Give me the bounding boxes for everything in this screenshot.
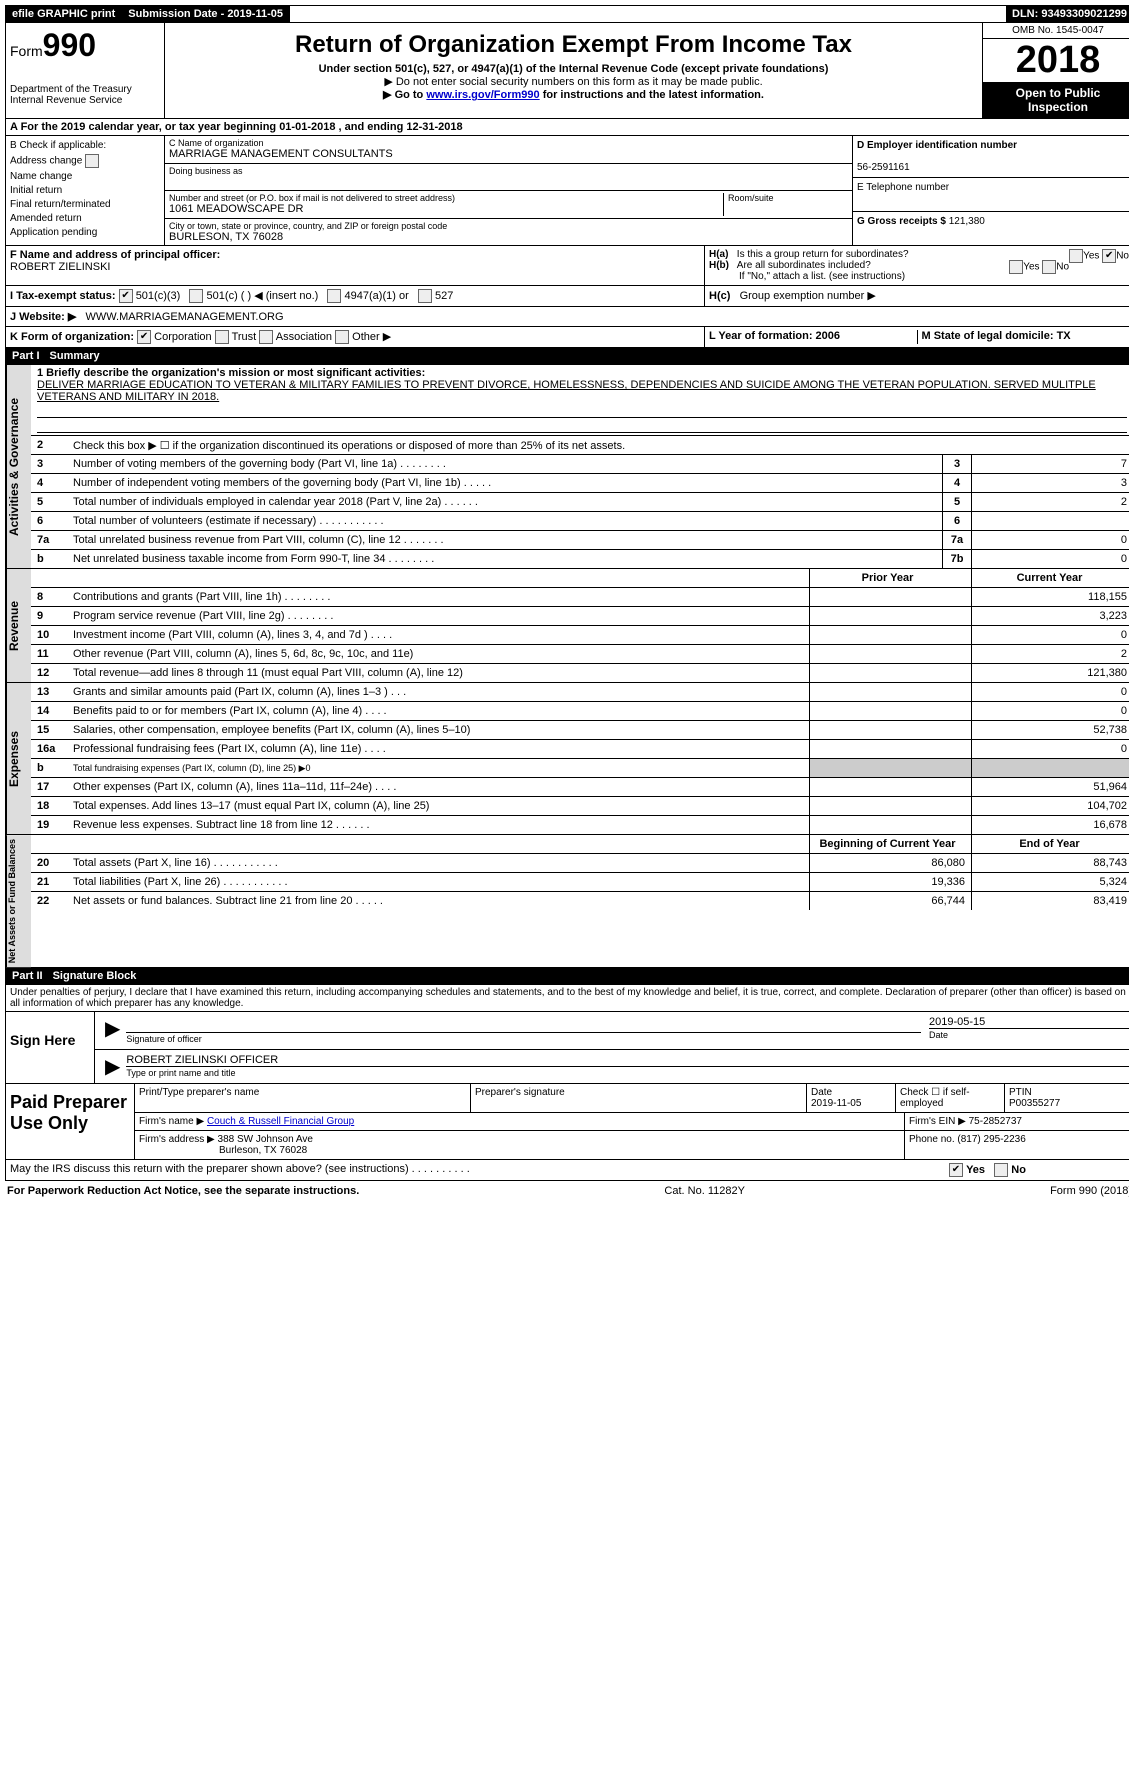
sign-here-label: Sign Here — [6, 1012, 95, 1083]
mission-line: 1 Briefly describe the organization's mi… — [31, 365, 1129, 436]
summary-line: 14Benefits paid to or for members (Part … — [31, 702, 1129, 721]
summary-line: 13Grants and similar amounts paid (Part … — [31, 683, 1129, 702]
summary-line: 2Check this box ▶ ☐ if the organization … — [31, 436, 1129, 455]
net-assets-section: Net Assets or Fund Balances Beginning of… — [5, 835, 1129, 968]
summary-line: 17Other expenses (Part IX, column (A), l… — [31, 778, 1129, 797]
open-to-public: Open to Public Inspection — [983, 82, 1129, 118]
summary-line: bTotal fundraising expenses (Part IX, co… — [31, 759, 1129, 778]
vtab-governance: Activities & Governance — [6, 365, 31, 568]
box-d: D Employer identification number 56-2591… — [853, 136, 1129, 178]
firm-name-link[interactable]: Couch & Russell Financial Group — [207, 1116, 354, 1127]
year-formation: L Year of formation: 2006 — [709, 330, 918, 344]
org-city: BURLESON, TX 76028 — [169, 231, 848, 243]
form-note2: ▶ Go to www.irs.gov/Form990 for instruct… — [169, 88, 978, 101]
row-i: I Tax-exempt status: 501(c)(3) 501(c) ( … — [5, 286, 1129, 307]
dln: DLN: 93493309021299 — [1006, 6, 1129, 22]
summary-line: 9Program service revenue (Part VIII, lin… — [31, 607, 1129, 626]
summary-line: 4Number of independent voting members of… — [31, 474, 1129, 493]
summary-line: 22Net assets or fund balances. Subtract … — [31, 892, 1129, 910]
top-bar: efile GRAPHIC print Submission Date - 20… — [5, 5, 1129, 23]
officer-name: ROBERT ZIELINSKI OFFICER — [126, 1054, 1129, 1067]
activities-governance-section: Activities & Governance 1 Briefly descri… — [5, 365, 1129, 569]
part-2-header: Part II Signature Block — [5, 968, 1129, 985]
box-g: G Gross receipts $ 121,380 — [853, 212, 1129, 245]
summary-line: 20Total assets (Part X, line 16) . . . .… — [31, 854, 1129, 873]
firm-phone: (817) 295-2236 — [957, 1134, 1025, 1145]
omb-number: OMB No. 1545-0047 — [983, 23, 1129, 39]
paid-preparer-label: Paid Preparer Use Only — [6, 1084, 135, 1159]
website: WWW.MARRIAGEMANAGEMENT.ORG — [86, 311, 284, 323]
org-name: MARRIAGE MANAGEMENT CONSULTANTS — [169, 148, 848, 160]
arrow-icon: ▶ — [99, 1016, 126, 1045]
paid-preparer-block: Paid Preparer Use Only Print/Type prepar… — [5, 1084, 1129, 1160]
box-e: E Telephone number — [853, 178, 1129, 212]
form-subtitle: Under section 501(c), 527, or 4947(a)(1)… — [169, 63, 978, 75]
signature-block: Sign Here ▶ Signature of officer 2019-05… — [5, 1012, 1129, 1084]
discuss-row: May the IRS discuss this return with the… — [5, 1160, 1129, 1181]
mission-text: DELIVER MARRIAGE EDUCATION TO VETERAN & … — [37, 379, 1096, 403]
header-block-bcdeg: B Check if applicable: Address change Na… — [5, 136, 1129, 246]
summary-line: 7aTotal unrelated business revenue from … — [31, 531, 1129, 550]
box-f: F Name and address of principal officer:… — [6, 246, 705, 285]
gross-receipts: 121,380 — [949, 216, 985, 227]
efile-label: efile GRAPHIC print — [6, 6, 122, 22]
revenue-section: Revenue Prior Year Current Year 8Contrib… — [5, 569, 1129, 683]
na-col-headers: Beginning of Current Year End of Year — [31, 835, 1129, 854]
summary-line: 16aProfessional fundraising fees (Part I… — [31, 740, 1129, 759]
box-c: C Name of organization MARRIAGE MANAGEME… — [165, 136, 852, 245]
summary-line: 21Total liabilities (Part X, line 26) . … — [31, 873, 1129, 892]
row-klm: K Form of organization: Corporation Trus… — [5, 327, 1129, 348]
summary-line: bNet unrelated business taxable income f… — [31, 550, 1129, 568]
summary-line: 3Number of voting members of the governi… — [31, 455, 1129, 474]
arrow-icon: ▶ — [99, 1054, 126, 1079]
summary-line: 5Total number of individuals employed in… — [31, 493, 1129, 512]
row-f-h: F Name and address of principal officer:… — [5, 246, 1129, 286]
submission-date: Submission Date - 2019-11-05 — [122, 6, 290, 22]
expenses-section: Expenses 13Grants and similar amounts pa… — [5, 683, 1129, 835]
row-j: J Website: ▶ WWW.MARRIAGEMANAGEMENT.ORG — [5, 307, 1129, 327]
vtab-net-assets: Net Assets or Fund Balances — [6, 835, 31, 967]
department: Department of the Treasury Internal Reve… — [10, 84, 160, 106]
penalty-statement: Under penalties of perjury, I declare th… — [5, 985, 1129, 1012]
ein: 56-2591161 — [857, 162, 910, 173]
summary-line: 19Revenue less expenses. Subtract line 1… — [31, 816, 1129, 834]
summary-line: 18Total expenses. Add lines 13–17 (must … — [31, 797, 1129, 816]
row-a-period: A For the 2019 calendar year, or tax yea… — [5, 119, 1129, 136]
tax-year: 2018 — [983, 39, 1129, 82]
firm-address: 388 SW Johnson Ave — [218, 1134, 313, 1145]
firm-ein: 75-2852737 — [969, 1116, 1022, 1127]
summary-line: 8Contributions and grants (Part VIII, li… — [31, 588, 1129, 607]
summary-line: 11Other revenue (Part VIII, column (A), … — [31, 645, 1129, 664]
page-footer: For Paperwork Reduction Act Notice, see … — [5, 1181, 1129, 1201]
part-1-header: Part I Summary — [5, 348, 1129, 365]
summary-line: 12Total revenue—add lines 8 through 11 (… — [31, 664, 1129, 682]
summary-line: 10Investment income (Part VIII, column (… — [31, 626, 1129, 645]
sign-date: 2019-05-15 — [929, 1016, 1129, 1029]
vtab-expenses: Expenses — [6, 683, 31, 834]
form-note1: ▶ Do not enter social security numbers o… — [169, 75, 978, 88]
prep-date: 2019-11-05 — [811, 1098, 861, 1109]
box-h: H(a) Is this a group return for subordin… — [705, 246, 1129, 285]
form-header: Form990 Department of the Treasury Inter… — [5, 23, 1129, 119]
summary-line: 15Salaries, other compensation, employee… — [31, 721, 1129, 740]
col-headers: Prior Year Current Year — [31, 569, 1129, 588]
org-street: 1061 MEADOWSCAPE DR — [169, 203, 723, 215]
principal-officer: ROBERT ZIELINSKI — [10, 261, 110, 273]
irs-link[interactable]: www.irs.gov/Form990 — [426, 89, 539, 101]
vtab-revenue: Revenue — [6, 569, 31, 682]
ptin: P00355277 — [1009, 1098, 1060, 1109]
form-number: Form990 — [10, 27, 160, 64]
form-title: Return of Organization Exempt From Incom… — [169, 31, 978, 59]
box-b: B Check if applicable: Address change Na… — [6, 136, 165, 245]
summary-line: 6Total number of volunteers (estimate if… — [31, 512, 1129, 531]
state-domicile: M State of legal domicile: TX — [918, 330, 1129, 344]
